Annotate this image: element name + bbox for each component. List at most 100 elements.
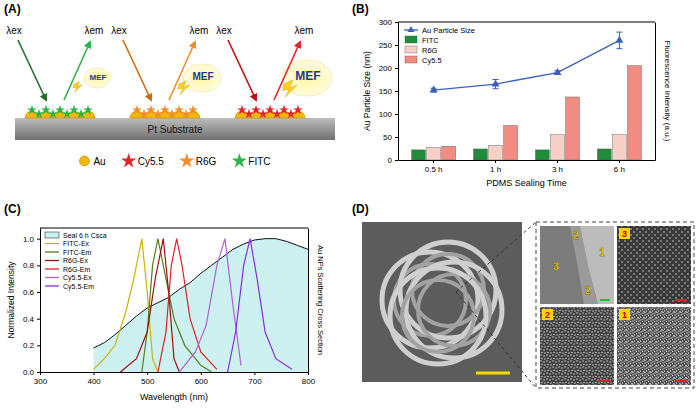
legend-item: FITC [232, 153, 271, 167]
line [228, 239, 292, 372]
dye-molecule [34, 109, 44, 118]
dye-molecule [62, 109, 72, 118]
excitation-arrow [228, 40, 256, 100]
tick: 250 [379, 41, 398, 50]
bar [412, 150, 426, 160]
bar [597, 149, 611, 160]
emission-arrow [169, 42, 195, 100]
label-box [619, 309, 630, 320]
x-axis: 0.5 h1 h3 h6 h [399, 160, 656, 174]
legend-marker [407, 26, 414, 32]
tick: 500 [141, 372, 155, 386]
legend-item: R6G-Em [45, 266, 90, 273]
region [580, 226, 614, 304]
dye-molecule [76, 109, 86, 118]
tick: 50 [383, 133, 398, 142]
marker [492, 79, 500, 86]
sensor-group: MEFλexλem [216, 25, 332, 118]
legend-marker [405, 36, 417, 43]
dye-molecule [153, 109, 163, 118]
tick-mark [495, 160, 496, 163]
error-bar-cap [493, 88, 499, 89]
error-bar-cap [616, 32, 622, 33]
legend-item: Cy5.5 [121, 153, 164, 167]
region-label: 2 [585, 285, 591, 296]
legend-label: R6G [196, 156, 217, 167]
mef-label: MEF [295, 69, 320, 83]
y-axis-title: Au Particle Size (nm) [362, 51, 372, 131]
tick-label: 0.0 [23, 368, 35, 377]
lightning [178, 81, 190, 95]
tick-label: 0.4 [23, 315, 35, 324]
tick-mark [37, 265, 40, 266]
legend-item: R6G-Ex [45, 257, 88, 264]
tick-label: 0 [388, 156, 393, 165]
legend-marker [45, 243, 59, 244]
scale-bar [600, 299, 610, 301]
scale-bar [476, 372, 510, 375]
legend-marker [45, 268, 59, 269]
legend-label: Cy5.5-Ex [63, 274, 92, 282]
scale-bar [598, 380, 610, 382]
legend-marker [121, 153, 136, 167]
emission-label: λem [190, 25, 209, 36]
sem-image [362, 222, 522, 382]
legend-marker [45, 232, 59, 238]
panel-a: Pt SubstrateMEFλexλemMEFλexλemMEFλexλemA… [6, 25, 335, 167]
legend-label: Seal 6 h Csca [63, 232, 107, 239]
bar [535, 150, 549, 160]
tick: 300 [379, 18, 398, 27]
plot-area [412, 32, 642, 160]
legend-marker [232, 153, 247, 167]
legend-item: R6G [405, 46, 438, 55]
legend-label: R6G-Ex [63, 257, 88, 264]
ring [402, 280, 474, 352]
y2-axis-line [655, 23, 656, 161]
legend-item: R6G [179, 153, 216, 167]
tick-mark [37, 319, 40, 320]
line [94, 239, 308, 348]
tick-label: 6 h [614, 165, 625, 174]
tick-mark [37, 292, 40, 293]
dye-molecule [188, 105, 198, 114]
tick: 6 h [614, 160, 625, 174]
emission-arrow [64, 42, 90, 100]
tick-mark [395, 114, 398, 115]
tick: 700 [248, 372, 262, 386]
tick-label: 600 [195, 377, 209, 386]
dye-molecule [272, 109, 282, 118]
bar [551, 135, 565, 160]
legend-item: Au [79, 156, 105, 167]
scale-bar [675, 299, 687, 301]
tick: 0.8 [23, 261, 40, 270]
y-axis-title: Normalized Intensity [6, 261, 16, 339]
bar [628, 66, 642, 160]
region-label: 1 [599, 247, 605, 258]
y-axis-line [40, 229, 41, 373]
mef-glow [84, 68, 110, 88]
tick-mark [619, 160, 620, 163]
tick-label: 700 [248, 377, 262, 386]
tick: 100 [379, 110, 398, 119]
x-axis-line [399, 160, 656, 161]
sem-image [540, 226, 614, 304]
tick-label: 250 [379, 41, 393, 50]
dye-molecule [258, 109, 268, 118]
legend-item: FITC [405, 36, 439, 45]
legend-marker [45, 260, 59, 261]
tick: 1.0 [23, 235, 40, 244]
tick-mark [395, 22, 398, 23]
tick: 200 [379, 64, 398, 73]
emission-arrow [274, 42, 300, 100]
tick-label: 200 [379, 64, 393, 73]
sem-image [617, 226, 691, 304]
excitation-arrow [123, 40, 151, 100]
legend-marker [405, 56, 417, 63]
tick-mark [37, 372, 40, 373]
y-axis: 050100150200250300 [379, 18, 399, 165]
y-axis: 0.00.20.40.60.81.0 [23, 229, 41, 378]
legend-label: Cy5.5 [422, 56, 442, 65]
legend-label: Cy5.5 [138, 156, 165, 167]
legend: Au Particle SizeFITCR6GCy5.5 [404, 26, 475, 65]
tick-label: 0.6 [23, 288, 35, 297]
